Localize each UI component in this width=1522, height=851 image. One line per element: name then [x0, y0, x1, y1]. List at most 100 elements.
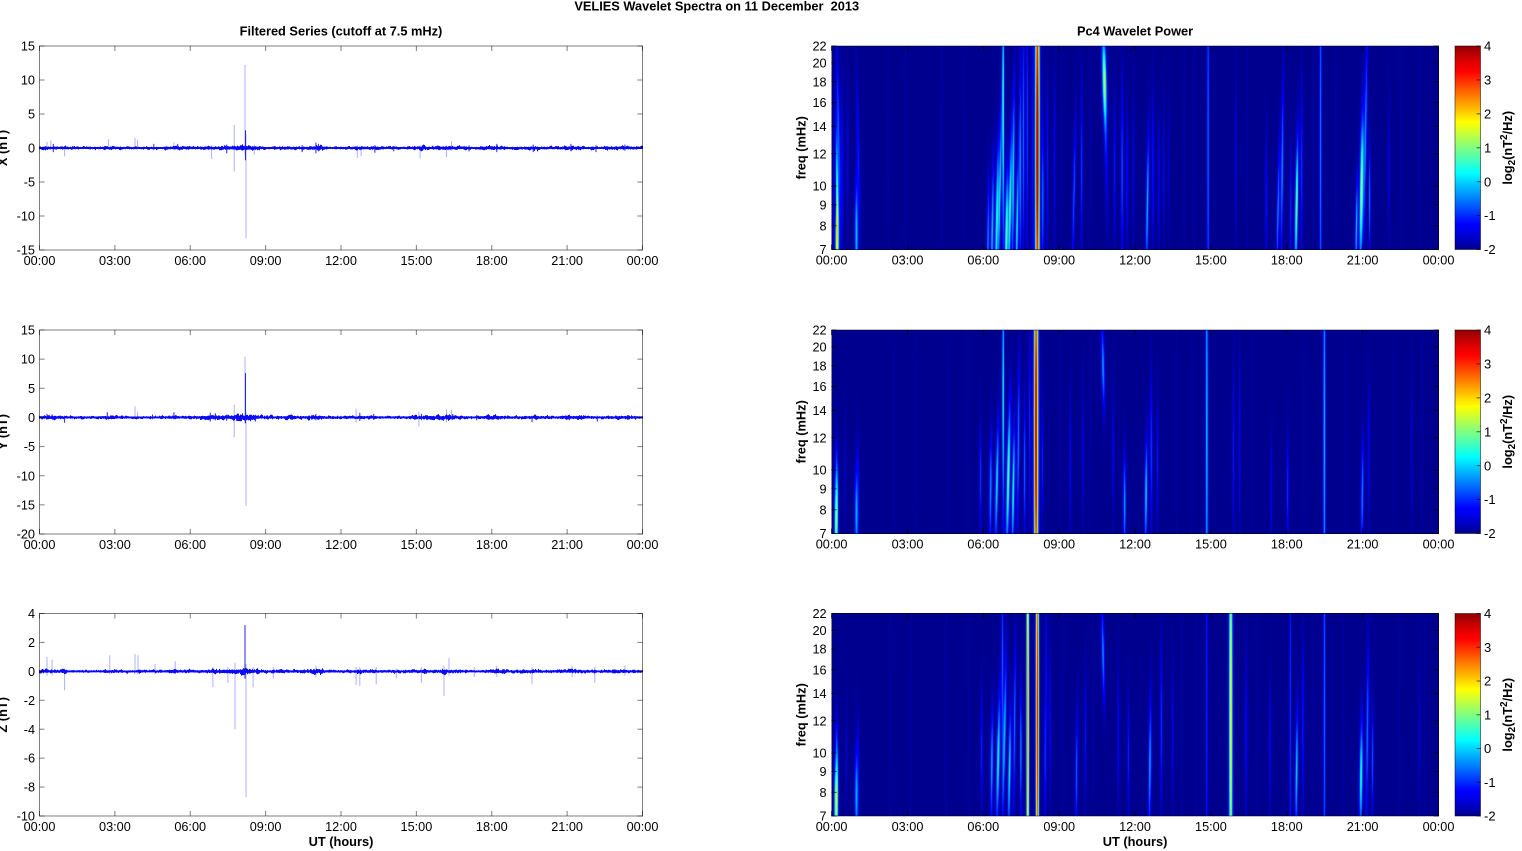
svg-text:09:00: 09:00	[1043, 820, 1075, 834]
svg-text:0: 0	[1484, 741, 1491, 756]
svg-text:18:00: 18:00	[1271, 538, 1303, 552]
svg-text:18: 18	[812, 359, 826, 373]
svg-text:1: 1	[1484, 140, 1491, 155]
svg-text:00:00: 00:00	[816, 820, 848, 834]
svg-text:00:00: 00:00	[627, 538, 659, 552]
svg-text:4: 4	[28, 607, 35, 621]
svg-text:10: 10	[21, 74, 35, 88]
svg-text:21:00: 21:00	[1347, 538, 1379, 552]
svg-text:22: 22	[812, 40, 826, 54]
svg-text:freq (mHz): freq (mHz)	[794, 683, 809, 746]
svg-text:15:00: 15:00	[401, 820, 433, 834]
svg-text:06:00: 06:00	[967, 820, 999, 834]
svg-text:10: 10	[812, 464, 826, 478]
svg-text:-20: -20	[17, 528, 35, 542]
svg-text:freq (mHz): freq (mHz)	[794, 116, 809, 179]
svg-text:-2: -2	[24, 694, 35, 708]
svg-text:7: 7	[820, 810, 827, 824]
svg-text:4: 4	[1484, 323, 1491, 338]
svg-text:15: 15	[21, 324, 35, 338]
svg-text:2: 2	[28, 636, 35, 650]
svg-text:18: 18	[812, 643, 826, 657]
svg-text:18: 18	[812, 75, 826, 89]
svg-text:5: 5	[28, 108, 35, 122]
svg-text:2: 2	[1484, 390, 1491, 405]
svg-text:09:00: 09:00	[250, 254, 282, 268]
svg-text:UT (hours): UT (hours)	[309, 834, 374, 849]
svg-text:10: 10	[21, 353, 35, 367]
svg-text:00:00: 00:00	[1423, 254, 1455, 268]
svg-text:21:00: 21:00	[1347, 254, 1379, 268]
svg-text:-1: -1	[1484, 208, 1496, 223]
svg-text:7: 7	[820, 527, 827, 541]
svg-text:00:00: 00:00	[1423, 538, 1455, 552]
svg-text:16: 16	[812, 663, 826, 677]
svg-text:UT (hours): UT (hours)	[1103, 834, 1168, 849]
svg-text:Z (nT): Z (nT)	[0, 697, 10, 733]
svg-text:22: 22	[812, 607, 826, 621]
svg-text:03:00: 03:00	[99, 538, 131, 552]
svg-text:12:00: 12:00	[325, 820, 357, 834]
svg-text:22: 22	[812, 324, 826, 338]
svg-text:12: 12	[812, 147, 826, 161]
svg-text:log2(nT2/Hz): log2(nT2/Hz)	[1499, 395, 1518, 469]
svg-text:0: 0	[1484, 458, 1491, 473]
svg-text:8: 8	[820, 786, 827, 800]
svg-text:0: 0	[28, 665, 35, 679]
svg-text:-1: -1	[1484, 775, 1496, 790]
svg-text:21:00: 21:00	[551, 820, 583, 834]
svg-text:Filtered Series (cutoff at 7.5: Filtered Series (cutoff at 7.5 mHz)	[240, 24, 443, 39]
svg-text:06:00: 06:00	[174, 820, 206, 834]
svg-text:freq (mHz): freq (mHz)	[794, 400, 809, 463]
svg-text:09:00: 09:00	[1043, 538, 1075, 552]
svg-text:10: 10	[812, 180, 826, 194]
svg-text:4: 4	[1484, 39, 1491, 54]
svg-text:16: 16	[812, 380, 826, 394]
svg-text:-10: -10	[17, 210, 35, 224]
svg-text:-10: -10	[17, 810, 35, 824]
svg-text:log2(nT2/Hz): log2(nT2/Hz)	[1499, 678, 1518, 752]
svg-text:14: 14	[812, 404, 826, 418]
svg-text:14: 14	[812, 687, 826, 701]
svg-text:Y (nT): Y (nT)	[0, 414, 10, 450]
svg-text:-10: -10	[17, 469, 35, 483]
svg-text:00:00: 00:00	[24, 538, 56, 552]
svg-text:9: 9	[820, 482, 827, 496]
svg-text:06:00: 06:00	[967, 254, 999, 268]
svg-text:0: 0	[1484, 174, 1491, 189]
svg-text:8: 8	[820, 503, 827, 517]
svg-text:3: 3	[1484, 357, 1491, 372]
svg-text:0: 0	[28, 142, 35, 156]
svg-text:18:00: 18:00	[476, 538, 508, 552]
svg-text:12: 12	[812, 714, 826, 728]
svg-text:03:00: 03:00	[892, 538, 924, 552]
svg-text:03:00: 03:00	[99, 254, 131, 268]
svg-text:8: 8	[820, 219, 827, 233]
svg-text:09:00: 09:00	[250, 538, 282, 552]
svg-text:00:00: 00:00	[816, 254, 848, 268]
svg-text:20: 20	[812, 57, 826, 71]
svg-text:03:00: 03:00	[892, 254, 924, 268]
svg-text:12:00: 12:00	[325, 254, 357, 268]
svg-text:-8: -8	[24, 781, 35, 795]
svg-text:00:00: 00:00	[816, 538, 848, 552]
svg-text:VELIES Wavelet Spectra on 11 D: VELIES Wavelet Spectra on 11 December 20…	[574, 0, 859, 14]
svg-text:06:00: 06:00	[967, 538, 999, 552]
svg-text:00:00: 00:00	[1423, 820, 1455, 834]
svg-text:-2: -2	[1484, 809, 1496, 824]
svg-text:-5: -5	[24, 176, 35, 190]
svg-text:9: 9	[820, 765, 827, 779]
svg-text:09:00: 09:00	[1043, 254, 1075, 268]
svg-text:2: 2	[1484, 674, 1491, 689]
svg-text:X (nT): X (nT)	[0, 130, 10, 166]
svg-text:-15: -15	[17, 499, 35, 513]
svg-text:16: 16	[812, 96, 826, 110]
svg-text:15:00: 15:00	[401, 254, 433, 268]
svg-text:Pc4 Wavelet Power: Pc4 Wavelet Power	[1077, 24, 1193, 39]
svg-text:log2(nT2/Hz): log2(nT2/Hz)	[1499, 111, 1518, 185]
svg-text:12: 12	[812, 431, 826, 445]
svg-text:15: 15	[21, 40, 35, 54]
svg-text:10: 10	[812, 747, 826, 761]
svg-text:00:00: 00:00	[24, 254, 56, 268]
svg-text:-2: -2	[1484, 242, 1496, 257]
